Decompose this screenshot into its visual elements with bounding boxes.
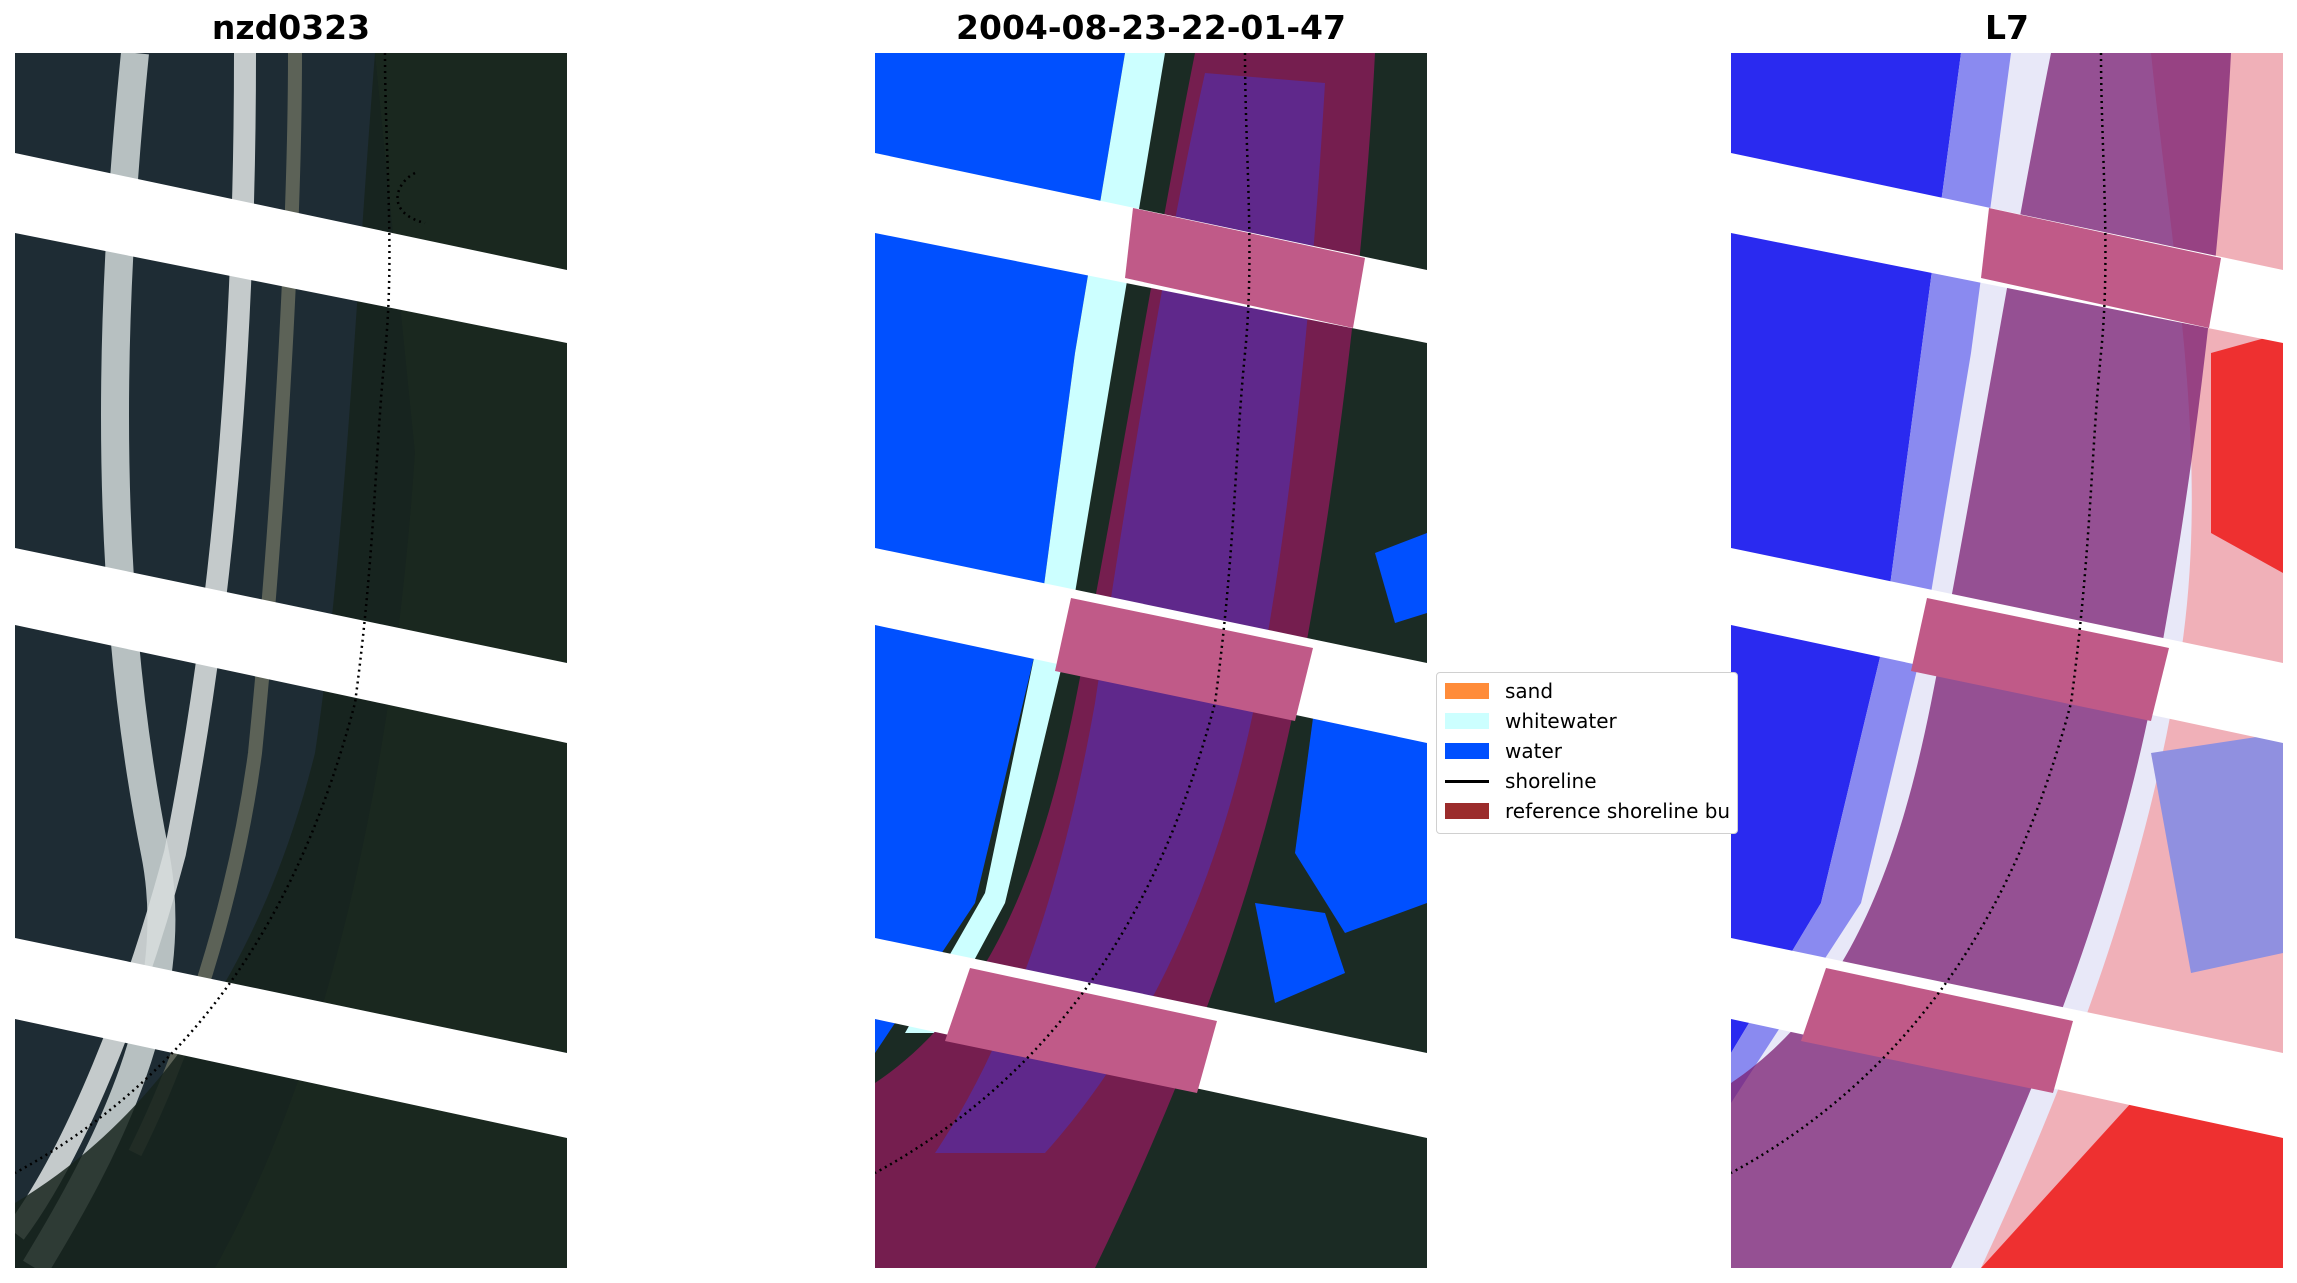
legend-item-whitewater: whitewater: [1445, 707, 1617, 735]
classified-image: [875, 53, 1427, 1268]
legend: sand whitewater water shoreline referenc…: [1436, 672, 1738, 834]
legend-label: reference shoreline bu: [1505, 799, 1731, 823]
legend-item-sand: sand: [1445, 677, 1553, 705]
index-image: [1731, 53, 2283, 1268]
legend-item-reference-buffer: reference shoreline bu: [1445, 797, 1730, 825]
panel-title-classified: 2004-08-23-22-01-47: [956, 8, 1346, 47]
legend-label: whitewater: [1505, 709, 1617, 733]
rgb-satellite-image: [15, 53, 567, 1268]
legend-label: sand: [1505, 679, 1554, 703]
reference-buffer-swatch: [1445, 803, 1489, 819]
legend-label: shoreline: [1505, 769, 1597, 793]
water-swatch: [1445, 743, 1489, 759]
whitewater-swatch: [1445, 713, 1489, 729]
shoreline-swatch: [1445, 779, 1489, 783]
legend-item-water: water: [1445, 737, 1562, 765]
panel-title-rgb: nzd0323: [211, 8, 371, 47]
sand-swatch: [1445, 683, 1489, 699]
panel-title-index: L7: [1985, 8, 2029, 47]
legend-label: water: [1505, 739, 1562, 763]
legend-item-shoreline: shoreline: [1445, 767, 1597, 795]
